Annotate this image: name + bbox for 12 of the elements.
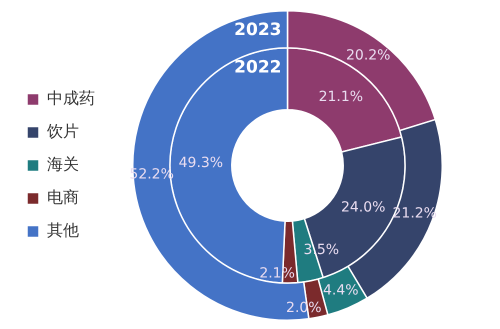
data-label: 21.1%: [318, 88, 364, 105]
slice-label: 2022: [234, 57, 282, 78]
slice-label: 2023: [234, 20, 282, 40]
legend-label: 海关: [47, 154, 79, 174]
data-label: 49.3%: [178, 155, 224, 172]
legend-label: 中成药: [47, 88, 95, 108]
legend-label: 饮片: [46, 122, 79, 141]
legend-label: 电商: [47, 188, 79, 207]
legend-label: 其他: [47, 220, 79, 240]
data-label: 4.4%: [323, 282, 359, 298]
data-label: 24.0%: [340, 199, 386, 216]
data-label: 20.2%: [346, 47, 390, 64]
